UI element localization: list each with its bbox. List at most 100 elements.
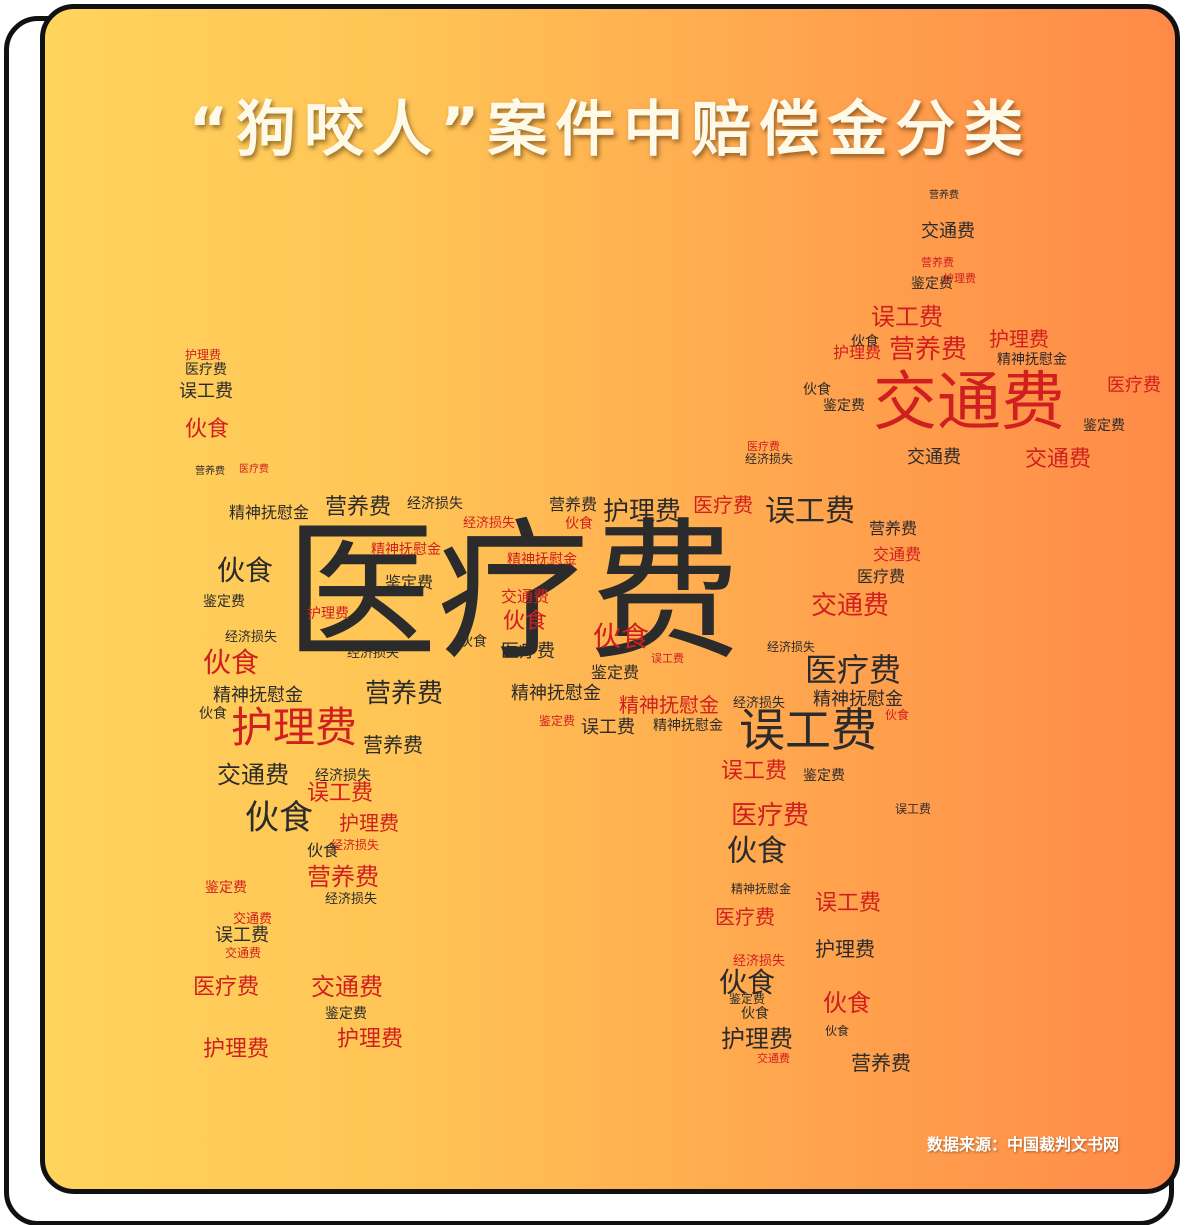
word-cloud-term: 伙食	[503, 609, 548, 634]
word-cloud-term: 误工费	[895, 802, 932, 816]
word-cloud-term: 鉴定费	[803, 768, 845, 784]
word-cloud-term: 医疗费	[805, 651, 902, 689]
word-cloud-term: 护理费	[603, 497, 682, 527]
word-cloud-term: 交通费	[217, 761, 289, 789]
word-cloud-term: 鉴定费	[591, 663, 640, 682]
word-cloud-term: 精神抚慰金	[507, 552, 577, 568]
poster-title: “狗咬人”案件中赔偿金分类	[188, 95, 1032, 165]
word-cloud-term: 经济损失	[463, 516, 516, 531]
word-cloud-term: 伙食	[307, 841, 340, 860]
word-cloud-term: 误工费	[651, 652, 684, 665]
dog-shaped-word-cloud: 医疗费 交通费 误工费 护理费 医疗费 伙食 伙食 伙食 伙食 伙食 伙食 伙食 伙食 伙食 营养费 营养费营…	[45, 9, 1175, 1189]
word-cloud-term: 营养费	[325, 495, 392, 520]
word-cloud-term: 医疗费	[193, 975, 260, 1000]
word-cloud-term: 护理费	[307, 606, 349, 622]
word-cloud-term: 营养费	[365, 679, 444, 709]
word-cloud-term: 医疗费	[1107, 375, 1161, 396]
word-cloud-term: 伙食	[203, 646, 260, 679]
word-cloud-term: 经济损失	[407, 496, 463, 512]
word-cloud-term: 交通费	[233, 912, 273, 927]
word-cloud-term: 护理费	[339, 811, 399, 835]
data-source-note: 数据来源：中国裁判文书网	[926, 1135, 1119, 1154]
word-cloud-term: 鉴定费	[823, 398, 865, 414]
word-cloud-term: 伙食	[823, 989, 871, 1017]
word-cloud-term: 营养费	[549, 495, 598, 514]
word-cloud-term: 伙食	[199, 706, 227, 722]
word-cloud-term: 护理费	[185, 348, 222, 362]
word-cloud-term: 精神抚慰金	[653, 718, 723, 734]
word-cloud-term: 经济损失	[331, 838, 380, 852]
word-cloud-term: 营养费	[921, 256, 954, 269]
word-cloud-term: 交通费	[757, 1052, 790, 1065]
word-cloud-term: 交通费	[225, 946, 262, 960]
word-cloud-term: 护理费	[815, 937, 875, 961]
word-cloud-term: 伙食	[217, 554, 274, 587]
word-cloud-term: 医疗费	[239, 464, 269, 475]
word-cloud-term: 误工费	[581, 717, 635, 738]
word-cloud-term: 护理费	[231, 703, 358, 752]
word-cloud-term: 交通费	[1025, 447, 1092, 472]
word-cloud-term: 精神抚慰金	[813, 689, 903, 710]
word-cloud-term: 营养费	[889, 335, 968, 365]
word-cloud-term: 伙食	[719, 966, 776, 999]
word-cloud-term: 鉴定费	[385, 573, 434, 592]
word-cloud-term: 误工费	[765, 494, 855, 529]
word-cloud-term: 医疗费	[693, 493, 753, 517]
word-cloud-term: 伙食	[803, 382, 831, 398]
word-cloud-term: 经济损失	[745, 452, 794, 466]
word-cloud-term: 营养费	[851, 1051, 911, 1075]
word-cloud-term: 伙食	[245, 798, 313, 838]
word-cloud-term: 交通费	[311, 973, 383, 1001]
word-cloud-term: 伙食	[851, 334, 879, 350]
word-cloud-term: 误工费	[815, 891, 882, 916]
word-cloud-term: 伙食	[185, 417, 230, 442]
word-cloud-term: 伙食	[885, 708, 910, 722]
word-cloud-term: 经济损失	[325, 892, 378, 907]
word-cloud-term: 精神抚慰金	[619, 693, 719, 717]
word-cloud-term: 医疗费	[731, 801, 810, 831]
word-cloud-term: 鉴定费	[1083, 418, 1125, 434]
word-cloud-term: 营养费	[869, 519, 918, 538]
word-cloud-term: 经济损失	[315, 768, 371, 784]
word-cloud-term: 护理费	[203, 1037, 270, 1062]
word-cloud-term: 误工费	[307, 781, 374, 806]
word-cloud-term: 经济损失	[225, 630, 278, 645]
word-cloud-term: 交通费	[811, 591, 890, 621]
word-cloud-term: 鉴定费	[539, 714, 576, 728]
word-cloud-term: 经济损失	[767, 640, 816, 654]
word-cloud-term: 护理费	[721, 1025, 793, 1053]
word-cloud-term: 误工费	[871, 303, 943, 331]
word-cloud-term: 医疗费	[185, 362, 227, 378]
word-cloud-term: 误工费	[215, 925, 269, 946]
word-cloud-term: 经济损失	[347, 646, 400, 661]
word-cloud-term: 鉴定费	[729, 992, 766, 1006]
word-cloud-term: 护理费	[989, 327, 1049, 351]
word-cloud-term: 伙食	[825, 1024, 850, 1038]
word-cloud-term: 交通费	[873, 545, 922, 564]
word-cloud-term: 精神抚慰金	[731, 882, 792, 896]
word-cloud-term: 医疗费	[285, 504, 741, 681]
word-cloud-term: 误工费	[739, 703, 877, 757]
word-cloud-term: 精神抚慰金	[371, 542, 441, 558]
word-cloud-term: 护理费	[943, 272, 976, 285]
word-cloud-term: 鉴定费	[203, 594, 245, 610]
word-cloud-term: 交通费	[921, 221, 975, 242]
word-cloud-term: 伙食	[593, 620, 650, 653]
word-cloud-term: 伙食	[459, 634, 487, 650]
word-cloud-term: 精神抚慰金	[511, 683, 601, 704]
main-card: “狗咬人”案件中赔偿金分类 医疗费 交通费 误工费 护理费 医疗费 伙食 伙食 伙食 伙食 伙食伙…	[40, 4, 1180, 1194]
word-cloud-term: 营养费	[195, 466, 225, 477]
word-cloud-term: 精神抚慰金	[213, 685, 303, 706]
word-cloud-term: 营养费	[929, 190, 959, 201]
word-cloud-term: 伙食	[741, 1006, 769, 1022]
word-cloud-term: 误工费	[179, 381, 233, 402]
word-cloud-term: 医疗费	[715, 905, 775, 929]
word-cloud-term: 护理费	[833, 343, 882, 362]
word-cloud-term: 精神抚慰金	[229, 503, 310, 522]
word-cloud-term: 鉴定费	[205, 880, 247, 896]
word-cloud-term: 误工费	[721, 759, 788, 784]
word-cloud-term: 经济损失	[733, 696, 786, 711]
word-cloud-term: 精神抚慰金	[997, 352, 1067, 368]
word-cloud-term: 营养费	[363, 733, 423, 757]
